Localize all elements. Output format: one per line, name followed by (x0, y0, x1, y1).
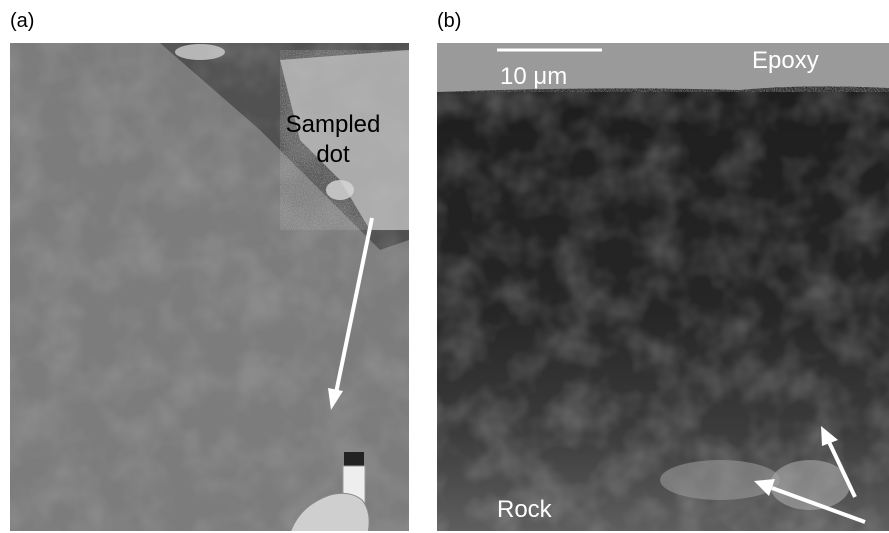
scale-bar-label: 10 μm (500, 63, 567, 90)
panel-label: (a) (10, 10, 34, 32)
photo-b (437, 43, 889, 531)
annotation: Epoxy (752, 47, 819, 74)
annotation: Rock (497, 496, 553, 523)
figure: (a) Sampled dot (b) 10 μm Epoxy Rock (0, 0, 889, 533)
annotation: Sampled (286, 111, 381, 138)
panel-label: (b) (437, 10, 461, 32)
annotation: dot (316, 141, 350, 168)
